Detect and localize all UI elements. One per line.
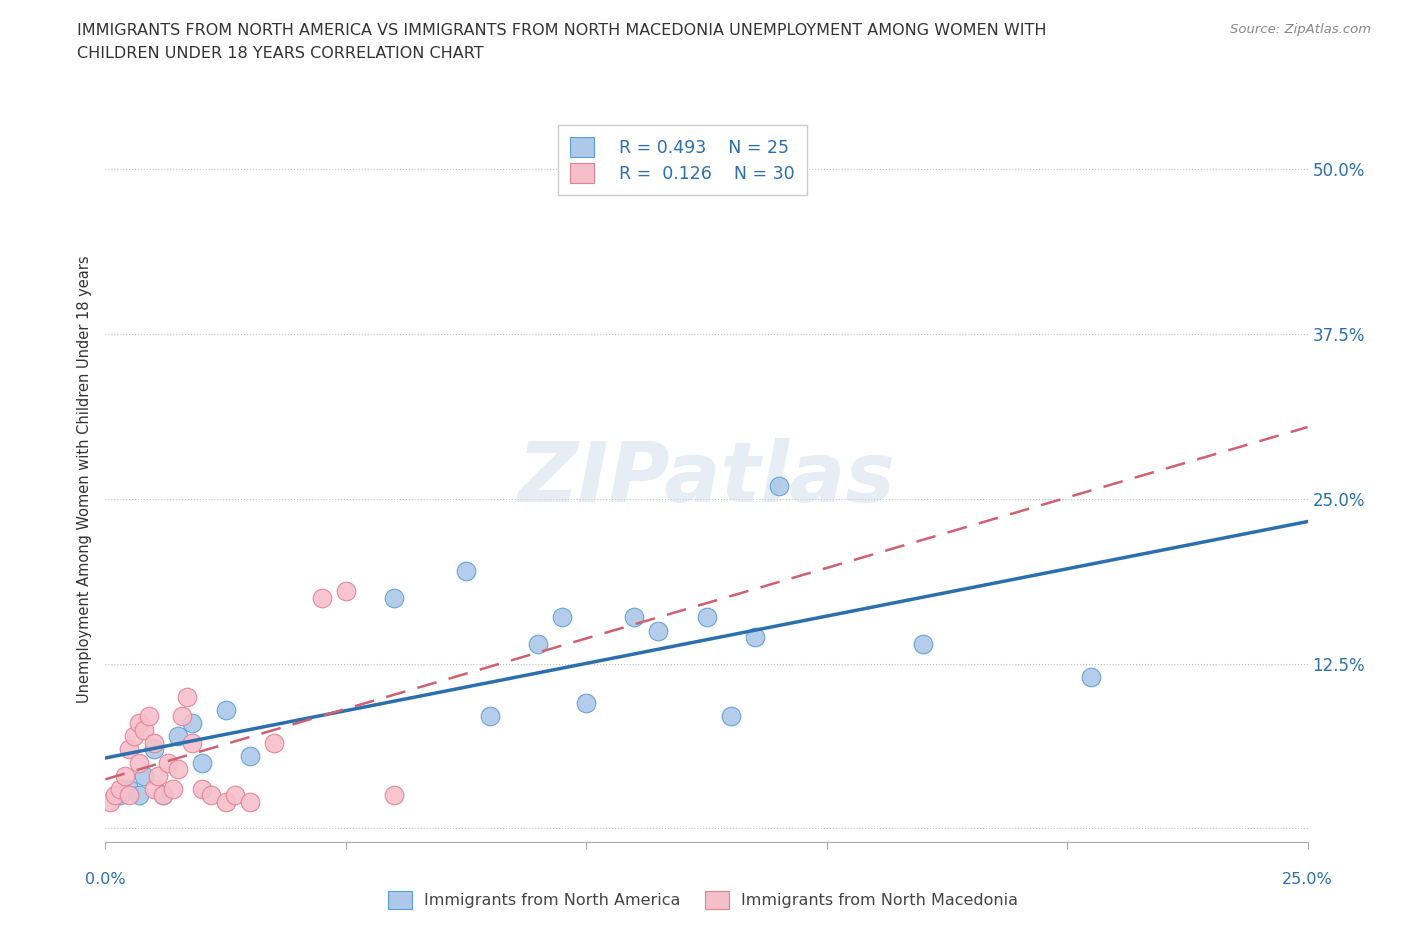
Point (1080, 670, 1102, 684)
Point (156, 755, 179, 770)
Point (148, 768, 170, 783)
Point (479, 709, 502, 724)
Point (335, 584, 357, 599)
Point (181, 736, 204, 751)
Point (142, 781, 165, 796)
Point (214, 702, 236, 717)
Text: 25.0%: 25.0% (1282, 872, 1333, 887)
Point (172, 709, 194, 724)
Y-axis label: Unemployment Among Women with Children Under 18 years: Unemployment Among Women with Children U… (77, 255, 93, 703)
Point (768, 478, 790, 493)
Point (190, 781, 212, 796)
Point (114, 768, 136, 783)
Point (239, 794, 262, 809)
Text: 0.0%: 0.0% (86, 872, 125, 887)
Point (551, 610, 574, 625)
Point (124, 729, 146, 744)
Point (118, 742, 141, 757)
Text: IMMIGRANTS FROM NORTH AMERICA VS IMMIGRANTS FROM NORTH MACEDONIA UNEMPLOYMENT AM: IMMIGRANTS FROM NORTH AMERICA VS IMMIGRA… (77, 23, 1047, 38)
Point (118, 788, 141, 803)
Point (744, 630, 766, 644)
Text: CHILDREN UNDER 18 YEARS CORRELATION CHART: CHILDREN UNDER 18 YEARS CORRELATION CHAR… (77, 46, 484, 61)
Point (696, 610, 718, 625)
Point (142, 736, 165, 751)
Point (239, 749, 262, 764)
Point (166, 762, 188, 777)
Point (263, 736, 285, 751)
Text: Source: ZipAtlas.com: Source: ZipAtlas.com (1230, 23, 1371, 36)
Point (911, 636, 934, 651)
Point (104, 788, 127, 803)
Point (162, 781, 184, 796)
Point (142, 742, 165, 757)
Legend: Immigrants from North America, Immigrants from North Macedonia: Immigrants from North America, Immigrant… (380, 883, 1026, 917)
Point (527, 636, 550, 651)
Point (647, 623, 669, 638)
Point (132, 722, 155, 737)
Point (152, 788, 174, 803)
Point (118, 781, 141, 796)
Point (98, 794, 121, 809)
Point (181, 715, 204, 730)
Point (382, 591, 405, 605)
Point (190, 755, 212, 770)
Point (108, 781, 131, 796)
Point (128, 788, 150, 803)
Point (138, 709, 160, 724)
Point (311, 591, 333, 605)
Point (224, 788, 246, 803)
Point (214, 794, 236, 809)
Point (132, 768, 155, 783)
Point (200, 788, 222, 803)
Point (176, 689, 198, 704)
Point (623, 610, 645, 625)
Point (128, 715, 150, 730)
Legend:   R = 0.493    N = 25,   R =  0.126    N = 30: R = 0.493 N = 25, R = 0.126 N = 30 (558, 125, 807, 195)
Point (575, 696, 598, 711)
Point (720, 709, 742, 724)
Point (152, 788, 174, 803)
Point (108, 788, 131, 803)
Point (382, 788, 405, 803)
Point (456, 564, 478, 578)
Point (128, 755, 150, 770)
Text: ZIPatlas: ZIPatlas (517, 438, 896, 520)
Point (166, 729, 188, 744)
